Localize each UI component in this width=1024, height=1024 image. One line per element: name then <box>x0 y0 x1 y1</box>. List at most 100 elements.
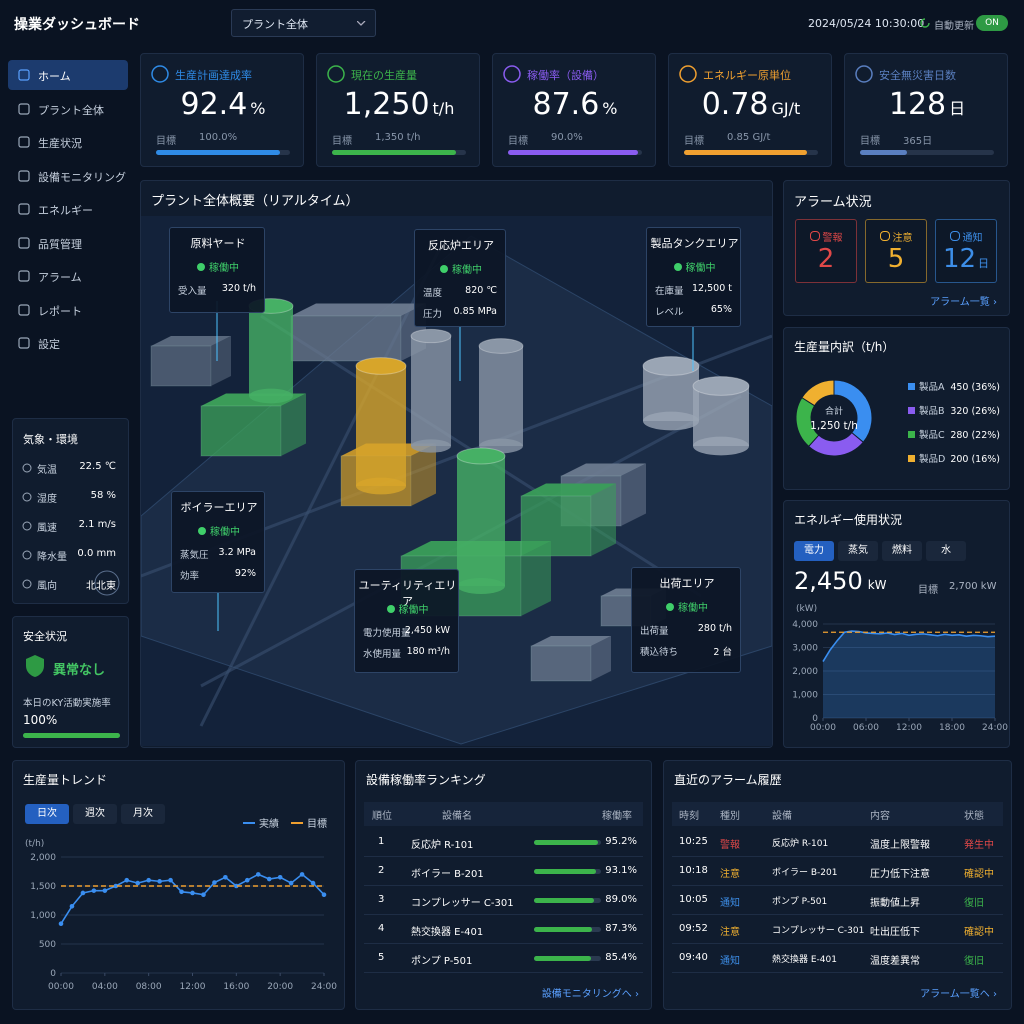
table-cell: 注意 <box>720 927 740 938</box>
area-metric-value: 820 ℃ <box>465 285 497 296</box>
graphic <box>18 102 30 115</box>
tank-bottom <box>356 477 406 495</box>
chart-panel: エネルギー使用状況 電力 蒸気 燃料水 2,450 kW 目標 2,700 kW (kW) 0 1,… <box>783 500 1010 748</box>
point <box>102 888 108 893</box>
nav-item[interactable]: ホーム <box>8 60 128 90</box>
area-metric-value: 280 t/h <box>697 623 732 634</box>
x-tick-label: 06:00 <box>853 723 879 733</box>
area-metric-value: 65% <box>710 304 732 315</box>
tank-bottom <box>411 439 451 453</box>
nav-label: エネルギー <box>38 204 93 217</box>
chart-panel: 設備稼働率ランキング 順位 設備名 稼働率 1 反応炉 R-101 95.2% 2 ボイラー B… <box>355 760 652 1010</box>
building-side <box>621 463 646 526</box>
area-card[interactable]: 製品タンクエリア 稼働中 在庫量 12,500 t レベル 65% <box>646 227 741 327</box>
area-card[interactable]: 出荷エリア 稼働中 出荷量 280 t/h 積込待ち 2 台 <box>631 567 741 673</box>
kpi-target: 100.0% <box>199 132 238 143</box>
point <box>255 872 261 877</box>
chart-panel: 生産量内訳（t/h） 製品A 450 (36%) 製品B 320 (26%) 製品C 280… <box>783 327 1010 490</box>
area-card[interactable]: ユーティリティエリア 稼働中 電力使用量 2,450 kW 水使用量 180 m³/h <box>354 569 459 673</box>
x-tick-label: 24:00 <box>311 982 337 992</box>
area-metric-value: 92% <box>234 568 256 579</box>
graphic <box>22 492 32 502</box>
nav-item[interactable]: エネルギー <box>8 194 128 224</box>
table-cell: 10:25 <box>679 836 708 847</box>
table-cell: 熱交換器 E-401 <box>772 955 837 965</box>
row-divider <box>364 856 643 857</box>
plant-select[interactable]: プラント全体 <box>231 9 376 37</box>
area-card[interactable]: 原料ヤード 稼働中 受入量 320 t/h <box>169 227 265 313</box>
table-cell: 警報 <box>720 840 740 851</box>
nav-item[interactable]: 品質管理 <box>8 228 128 258</box>
nav-item[interactable]: プラント全体 <box>8 94 128 124</box>
safety-panel: 安全状況 異常なし 本日のKY活動実施率 100% <box>12 616 129 748</box>
bar <box>534 869 597 874</box>
nav-label: プラント全体 <box>38 103 104 117</box>
table-cell: 圧力低下注意 <box>870 869 930 880</box>
point <box>310 880 316 886</box>
alarm-dot <box>879 231 890 241</box>
nav-item[interactable]: アラーム <box>8 261 128 291</box>
alarm-unit: 日 <box>978 257 990 270</box>
legend-label: 製品D <box>919 453 945 465</box>
tab[interactable]: 蒸気 <box>838 541 878 561</box>
building-side <box>591 636 611 681</box>
tank-top <box>642 356 700 376</box>
nav-item[interactable]: 生産状況 <box>8 127 128 157</box>
weather-icon <box>22 550 32 560</box>
weather-icon <box>22 521 32 531</box>
area-metric-label: レベル <box>655 307 684 318</box>
link[interactable]: アラーム一覧へ › <box>920 989 997 1000</box>
alarm-dot <box>809 231 820 241</box>
point <box>157 879 162 884</box>
tank-bottom <box>457 578 505 594</box>
area-status: 稼働中 <box>210 527 240 538</box>
area-metric-value: 2,450 kW <box>404 625 450 636</box>
alarm-count: 2 <box>817 244 835 274</box>
status-dot <box>440 265 448 273</box>
nav-label: 設備モニタリング <box>38 170 126 184</box>
kpi-unit: % <box>250 99 266 118</box>
tab[interactable]: 水 <box>926 541 966 561</box>
plant-select-label: プラント全体 <box>242 18 308 31</box>
x-tick-label: 04:00 <box>92 982 118 992</box>
table-cell: 確認中 <box>964 869 994 880</box>
kpi-icon <box>503 65 521 83</box>
nav-item[interactable]: 設定 <box>8 328 128 358</box>
table-cell: 確認中 <box>964 927 994 938</box>
value-label: 87.3% <box>605 923 637 934</box>
legend-label: 製品C <box>919 429 945 441</box>
tab[interactable]: 日次 <box>25 804 69 824</box>
nav-item[interactable]: 設備モニタリング <box>8 161 128 191</box>
alarm-label: 警報 <box>822 233 843 244</box>
tab[interactable]: 電力 <box>794 541 834 561</box>
tank-body <box>693 386 749 446</box>
y-axis-label: (kW) <box>796 604 817 614</box>
equipment-name: 反応炉 R-101 <box>411 840 474 851</box>
alarm-count-row: 12 日 <box>936 244 996 274</box>
alarm-box[interactable]: 通知 12 日 <box>935 219 997 283</box>
value-label: 89.0% <box>605 894 637 905</box>
kpi-target-label: 目標 <box>508 136 528 147</box>
kpi-bar <box>156 150 280 155</box>
tab[interactable]: 週次 <box>73 804 117 824</box>
alarm-box[interactable]: 注意 5 <box>865 219 927 283</box>
nav-item[interactable]: レポート <box>8 295 128 325</box>
legend-label: 目標 <box>307 817 327 830</box>
tab[interactable]: 燃料 <box>882 541 922 561</box>
pie-slice <box>801 379 835 407</box>
area-card[interactable]: ボイラーエリア 稼働中 蒸気圧 3.2 MPa 効率 92% <box>171 491 265 593</box>
table-cell: 通知 <box>720 898 740 909</box>
area-card[interactable]: 反応炉エリア 稼働中 温度 820 ℃ 圧力 0.85 MPa <box>414 229 506 327</box>
table-cell: 振動値上昇 <box>870 898 920 909</box>
tab[interactable]: 月次 <box>121 804 165 824</box>
alarm-count: 12 <box>942 244 977 274</box>
building-side <box>211 336 231 386</box>
value-label: 320 (26%) <box>950 406 1000 417</box>
alarm-box[interactable]: 警報 2 <box>795 219 857 283</box>
graphic: 製品A 450 (36%) 製品B 320 (26%) 製品C 280 (22%) 製品D 2… <box>795 379 1000 465</box>
alarm-link[interactable]: アラーム一覧 › <box>930 297 997 308</box>
link[interactable]: 設備モニタリングへ › <box>541 989 639 1000</box>
tank-top <box>410 328 452 344</box>
chart-panel: 生産量トレンド 日次 週次 月次 (t/h) 0 500 1,000 1,500 2,000 00:… <box>12 760 345 1010</box>
toggle[interactable]: ON <box>976 15 1008 31</box>
